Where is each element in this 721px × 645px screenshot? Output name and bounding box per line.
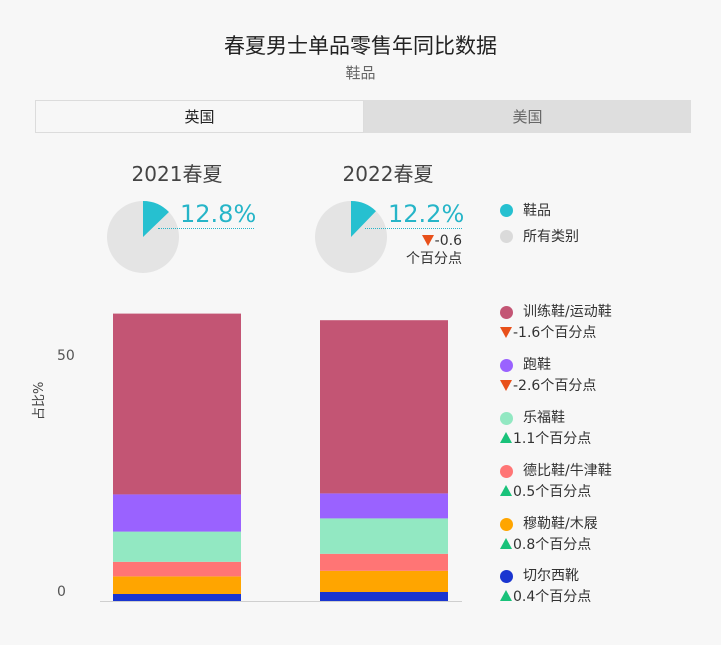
legend-change: 0.8个百分点 [513,537,592,553]
legend-label: 跑鞋 [523,357,551,373]
percent-leader-line [365,228,462,229]
legend-item-series: 跑鞋 -2.6个百分点 [500,355,596,397]
percent-leader-line [158,228,254,229]
legend-label: 切尔西靴 [523,568,579,584]
legend-label: 训练鞋/运动鞋 [523,304,612,320]
legend-item-series: 训练鞋/运动鞋 -1.6个百分点 [500,302,612,344]
bar-segment [320,570,448,592]
legend-item-series: 穆勒鞋/木屐 0.8个百分点 [500,514,598,556]
legend-dot [500,359,513,372]
legend-dot [500,412,513,425]
bar-segment [320,320,448,494]
pie-slice-footwear [143,201,169,237]
share-percent-2022: 12.2% [388,200,465,228]
share-change-value: -0.6 [434,233,462,249]
share-change-2022: -0.6 个百分点 [392,232,462,268]
legend-item-series: 德比鞋/牛津鞋 0.5个百分点 [500,461,612,503]
bar-segment [320,518,448,554]
up-triangle-icon [500,538,512,549]
share-change-unit: 个百分点 [406,251,462,267]
legend-item-series: 乐福鞋 1.1个百分点 [500,408,591,450]
legend-dot [500,465,513,478]
tab-us[interactable]: 美国 [364,100,691,133]
up-triangle-icon [500,432,512,443]
legend-label: 德比鞋/牛津鞋 [523,463,612,479]
legend-dot [500,518,513,531]
chart-title: 春夏男士单品零售年同比数据 [224,34,497,58]
legend-all-categories: 所有类别 [500,226,579,246]
bar-segment [320,493,448,519]
bar-segment [113,576,241,594]
legend-change: -1.6个百分点 [513,325,597,341]
legend-dot [500,229,513,243]
pie-slice-footwear [351,201,376,237]
y-tick-label: 0 [57,584,66,600]
bar-segment [113,313,241,495]
bar-segment [113,561,241,577]
period-title-2022: 2022春夏 [342,162,434,186]
legend-dot [500,570,513,583]
chart-subtitle: 鞋品 [345,64,376,82]
country-tabs: 英国 美国 [35,100,691,133]
legend-label: 鞋品 [523,203,551,219]
legend-change: 0.5个百分点 [513,484,592,500]
down-triangle-icon [500,380,512,391]
bar-segment [113,494,241,532]
legend-item-series: 切尔西靴 0.4个百分点 [500,566,591,608]
bar-segment [113,593,241,601]
up-triangle-icon [500,485,512,496]
period-title-2021: 2021春夏 [131,162,223,186]
legend-label: 所有类别 [523,229,579,245]
legend-footwear: 鞋品 [500,200,551,220]
share-pie-2022 [315,201,387,273]
legend-change: 0.4个百分点 [513,589,592,605]
share-percent-2021: 12.8% [180,200,257,228]
down-triangle-icon [421,235,434,246]
tab-uk[interactable]: 英国 [35,100,364,133]
share-pie-2021 [107,201,179,273]
bar-segment [320,592,448,601]
y-tick-label: 50 [57,348,75,364]
legend-label: 穆勒鞋/木屐 [523,516,598,532]
legend-label: 乐福鞋 [523,410,565,426]
bar-segment [113,531,241,562]
down-triangle-icon [500,327,512,338]
legend-dot [500,203,513,217]
up-triangle-icon [500,590,512,601]
y-axis-label: 占比% [32,381,47,420]
legend-dot [500,306,513,319]
bar-segment [320,553,448,571]
legend-change: 1.1个百分点 [513,431,592,447]
legend-change: -2.6个百分点 [513,378,597,394]
